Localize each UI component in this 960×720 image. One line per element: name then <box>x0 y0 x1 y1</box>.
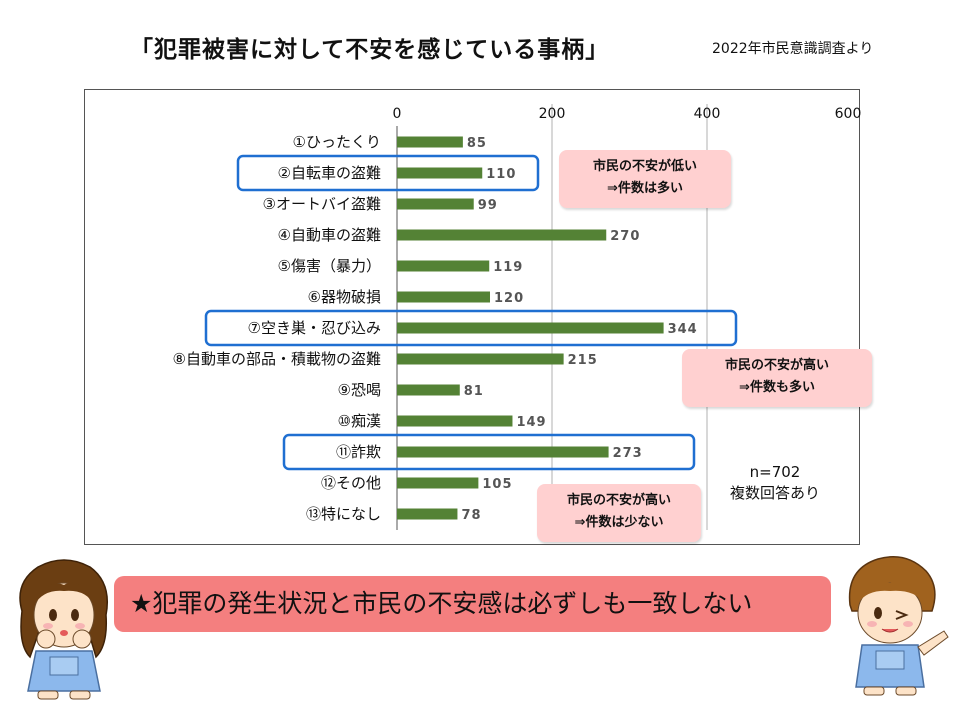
sample-note: n=702 複数回答あり <box>720 462 830 504</box>
conclusion-banner: ★犯罪の発生状況と市民の不安感は必ずしも一致しない <box>114 576 831 632</box>
callout-bicycle-line1: 市民の不安が低い <box>592 159 697 174</box>
category-label-7: ⑧自動車の部品・積載物の盗難 <box>173 350 381 368</box>
bar-12 <box>397 508 458 520</box>
callout-fraud-line1: 市民の不安が高い <box>566 493 671 508</box>
category-label-3: ④自動車の盗難 <box>278 226 381 244</box>
source-note: 2022年市民意識調査より <box>712 41 874 57</box>
bar-11 <box>397 477 479 489</box>
callout-fraud-line2: ⇒件数は少ない <box>574 515 664 530</box>
category-label-5: ⑥器物破損 <box>308 288 381 306</box>
data-label-9: 149 <box>516 415 546 430</box>
bar-5 <box>397 291 490 303</box>
x-tick-label-2: 400 <box>694 106 721 122</box>
data-label-3: 270 <box>610 229 640 244</box>
bar-1 <box>397 167 483 179</box>
girl-illustration <box>19 559 108 700</box>
data-label-2: 99 <box>478 198 498 213</box>
bar-4 <box>397 260 490 272</box>
multiple-answers-note: 複数回答あり <box>729 484 820 502</box>
bar-3 <box>397 229 607 241</box>
chart-frame <box>84 89 860 545</box>
bar-7 <box>397 353 564 365</box>
callout-burglary: 市民の不安が高い ⇒件数も多い <box>682 349 872 407</box>
data-label-6: 344 <box>668 322 698 337</box>
data-label-8: 81 <box>464 384 484 399</box>
category-label-9: ⑩痴漢 <box>338 412 381 430</box>
data-label-10: 273 <box>613 446 643 461</box>
data-label-7: 215 <box>568 353 598 368</box>
category-label-0: ①ひったくり <box>293 133 381 151</box>
category-label-1: ②自転車の盗難 <box>278 164 381 182</box>
x-tick-label-0: 0 <box>393 106 402 122</box>
category-label-12: ⑬特になし <box>306 505 381 523</box>
data-label-4: 119 <box>493 260 523 275</box>
callout-bicycle: 市民の不安が低い ⇒件数は多い <box>559 150 731 208</box>
chart-title: 「犯罪被害に対して不安を感じている事柄」 <box>130 37 610 63</box>
bar-6 <box>397 322 664 334</box>
x-tick-label-1: 200 <box>539 106 566 122</box>
data-label-12: 78 <box>461 508 481 523</box>
bar-9 <box>397 415 513 427</box>
highlight-box-2 <box>282 433 696 471</box>
category-label-10: ⑪詐欺 <box>336 443 381 461</box>
x-tick-label-3: 600 <box>835 106 862 122</box>
data-label-0: 85 <box>467 136 487 151</box>
data-label-5: 120 <box>494 291 524 306</box>
callout-fraud: 市民の不安が高い ⇒件数は少ない <box>537 484 701 542</box>
category-label-2: ③オートバイ盗難 <box>263 195 381 213</box>
data-label-11: 105 <box>482 477 512 492</box>
callout-burglary-line1: 市民の不安が高い <box>724 358 829 373</box>
bar-8 <box>397 384 460 396</box>
category-label-8: ⑨恐喝 <box>338 381 381 399</box>
category-label-6: ⑦空き巣・忍び込み <box>248 319 381 337</box>
bar-0 <box>397 136 463 148</box>
category-label-11: ⑫その他 <box>321 474 381 492</box>
bar-10 <box>397 446 609 458</box>
data-label-1: 110 <box>486 167 516 182</box>
highlight-box-1 <box>204 309 738 347</box>
callout-burglary-line2: ⇒件数も多い <box>739 380 815 395</box>
category-label-4: ⑤傷害（暴力） <box>278 257 381 275</box>
boy-illustration <box>848 556 949 696</box>
bar-2 <box>397 198 474 210</box>
callout-bicycle-line2: ⇒件数は多い <box>607 181 683 196</box>
sample-size: n=702 <box>749 463 801 481</box>
highlight-box-0 <box>236 154 540 192</box>
